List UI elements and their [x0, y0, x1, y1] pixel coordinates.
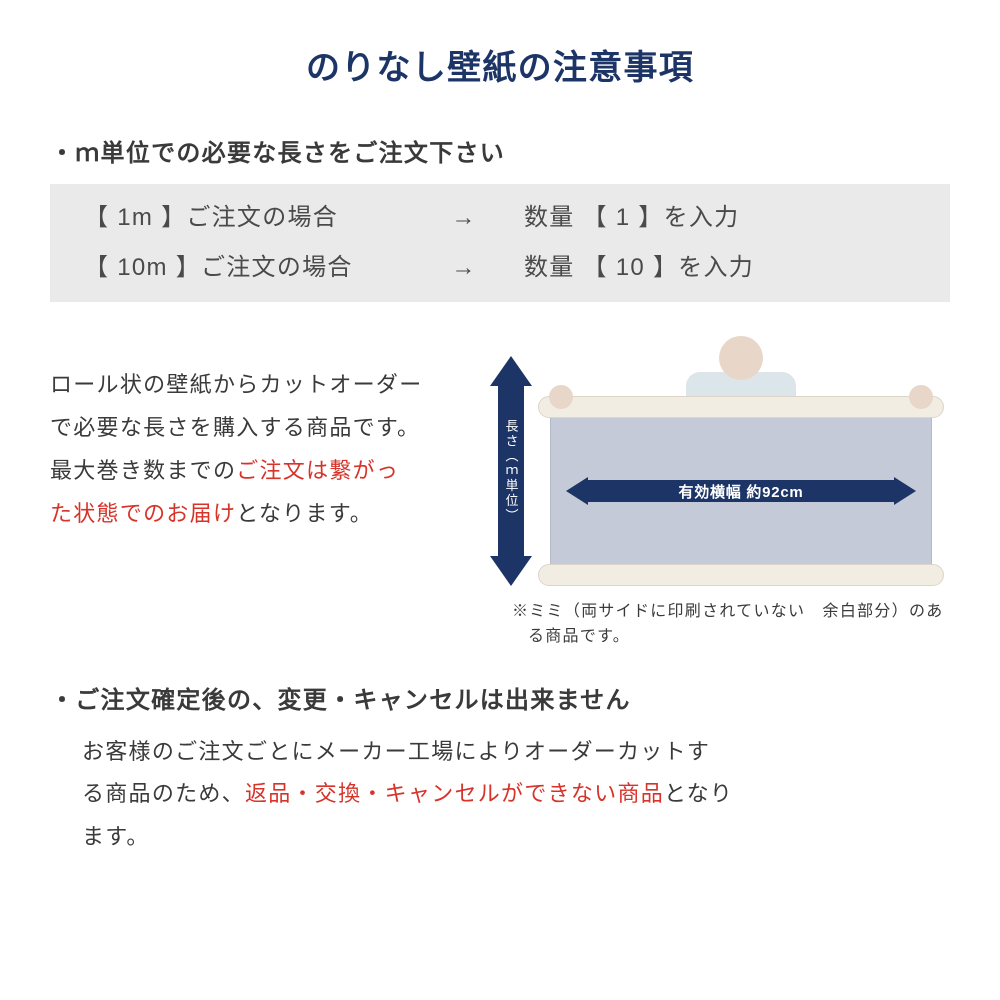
- roll-top-icon: [538, 396, 944, 418]
- text-line: る商品のため、: [82, 781, 245, 806]
- hand-icon: [909, 385, 933, 409]
- roll-diagram: 長さ（ｍ単位） 有効横幅 約92cm: [490, 336, 950, 650]
- wallpaper-sheet: 有効横幅 約92cm: [550, 414, 932, 568]
- text-line: お客様のご注文ごとにメーカー工場によりオーダーカットす: [82, 739, 710, 764]
- example-left: 【 1m 】ご注文の場合: [84, 206, 404, 230]
- example-row: 【 1m 】ご注文の場合 → 数量 【 1 】を入力: [84, 206, 916, 230]
- width-arrow-icon: 有効横幅 約92cm: [566, 477, 916, 505]
- bullet-order-unit: ・ｍ単位での必要な長さをご注文下さい: [50, 133, 950, 168]
- text-line: となり: [664, 781, 733, 806]
- page-title: のりなし壁紙の注意事項: [50, 40, 950, 89]
- text-line: ます。: [82, 824, 150, 849]
- example-left: 【 10m 】ご注文の場合: [84, 256, 404, 280]
- order-example-box: 【 1m 】ご注文の場合 → 数量 【 1 】を入力 【 10m 】ご注文の場合…: [50, 184, 950, 302]
- text-red: ご注文は繋がっ: [236, 458, 399, 483]
- length-label: 長さ（ｍ単位）: [498, 386, 524, 556]
- example-row: 【 10m 】ご注文の場合 → 数量 【 10 】を入力: [84, 256, 916, 280]
- text-red: た状態でのお届け: [50, 501, 236, 526]
- hand-icon: [549, 385, 573, 409]
- arrow-icon: →: [444, 256, 484, 280]
- text-red: 返品・交換・キャンセルができない商品: [245, 781, 664, 806]
- text-line: で必要な長さを購入する商品です。: [50, 415, 420, 440]
- person-head-icon: [719, 336, 763, 380]
- cancel-description: お客様のご注文ごとにメーカー工場によりオーダーカットす る商品のため、返品・交換…: [50, 731, 950, 860]
- text-line: ロール状の壁紙からカットオーダー: [50, 372, 422, 397]
- length-arrow-icon: 長さ（ｍ単位）: [490, 356, 532, 586]
- arrow-icon: →: [444, 206, 484, 230]
- mimi-note: ※ミミ（両サイドに印刷されていない 余白部分）のある商品です。: [490, 600, 950, 650]
- width-label: 有効横幅 約92cm: [588, 480, 894, 502]
- roll-bottom-icon: [538, 564, 944, 586]
- example-right: 数量 【 1 】を入力: [524, 206, 739, 230]
- bullet-no-cancel: ・ご注文確定後の、変更・キャンセルは出来ません: [50, 680, 950, 715]
- text-line: 最大巻き数までの: [50, 458, 236, 483]
- cut-order-description: ロール状の壁紙からカットオーダー で必要な長さを購入する商品です。 最大巻き数ま…: [50, 336, 472, 536]
- example-right: 数量 【 10 】を入力: [524, 256, 754, 280]
- text-line: となります。: [236, 501, 373, 526]
